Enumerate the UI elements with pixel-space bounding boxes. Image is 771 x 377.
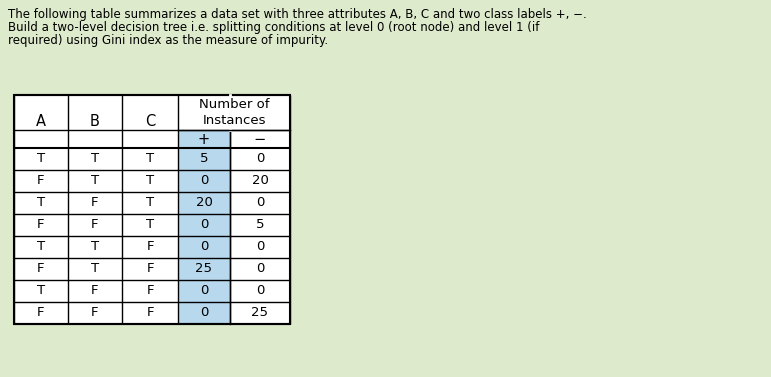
Text: T: T (146, 175, 154, 187)
Bar (14, 95, 290, 324)
Text: T: T (91, 175, 99, 187)
Text: 0: 0 (200, 241, 208, 253)
Text: 0: 0 (256, 285, 264, 297)
Text: The following table summarizes a data set with three attributes A, B, C and two : The following table summarizes a data se… (8, 8, 587, 21)
Text: 5: 5 (256, 219, 264, 231)
Bar (14, 95, 290, 324)
Text: 0: 0 (200, 285, 208, 297)
Text: Build a two-level decision tree i.e. splitting conditions at level 0 (root node): Build a two-level decision tree i.e. spl… (8, 21, 540, 34)
Text: T: T (146, 219, 154, 231)
Text: F: F (37, 307, 45, 319)
Text: F: F (146, 285, 153, 297)
Text: 0: 0 (256, 262, 264, 276)
Bar (178, 170, 230, 192)
Bar (178, 192, 230, 214)
Text: C: C (145, 114, 155, 129)
Text: F: F (91, 219, 99, 231)
Text: 0: 0 (200, 219, 208, 231)
Bar (178, 258, 230, 280)
Text: 0: 0 (256, 196, 264, 210)
Bar (178, 214, 230, 236)
Text: required) using Gini index as the measure of impurity.: required) using Gini index as the measur… (8, 34, 328, 47)
Text: F: F (146, 241, 153, 253)
Text: 25: 25 (196, 262, 213, 276)
Text: 25: 25 (251, 307, 268, 319)
Bar (178, 130, 230, 148)
Text: +: + (198, 132, 210, 147)
Text: A: A (36, 114, 46, 129)
Text: T: T (146, 153, 154, 166)
Text: T: T (37, 196, 45, 210)
Text: T: T (37, 285, 45, 297)
Text: 5: 5 (200, 153, 208, 166)
Text: 0: 0 (256, 153, 264, 166)
Text: F: F (146, 307, 153, 319)
Text: F: F (91, 196, 99, 210)
Text: T: T (91, 153, 99, 166)
Text: 20: 20 (196, 196, 213, 210)
Text: Number of
Instances: Number of Instances (199, 98, 269, 127)
Text: F: F (91, 307, 99, 319)
Text: 0: 0 (200, 307, 208, 319)
Bar (178, 302, 230, 324)
Text: T: T (146, 196, 154, 210)
Text: F: F (37, 219, 45, 231)
Text: F: F (146, 262, 153, 276)
Text: T: T (37, 153, 45, 166)
Text: T: T (37, 241, 45, 253)
Text: 0: 0 (200, 175, 208, 187)
Text: F: F (91, 285, 99, 297)
Text: T: T (91, 262, 99, 276)
Text: F: F (37, 262, 45, 276)
Text: −: − (254, 132, 266, 147)
Text: B: B (90, 114, 100, 129)
Text: T: T (91, 241, 99, 253)
Text: 0: 0 (256, 241, 264, 253)
Bar (178, 236, 230, 258)
Bar (178, 280, 230, 302)
Text: 20: 20 (251, 175, 268, 187)
Text: F: F (37, 175, 45, 187)
Bar (178, 148, 230, 170)
